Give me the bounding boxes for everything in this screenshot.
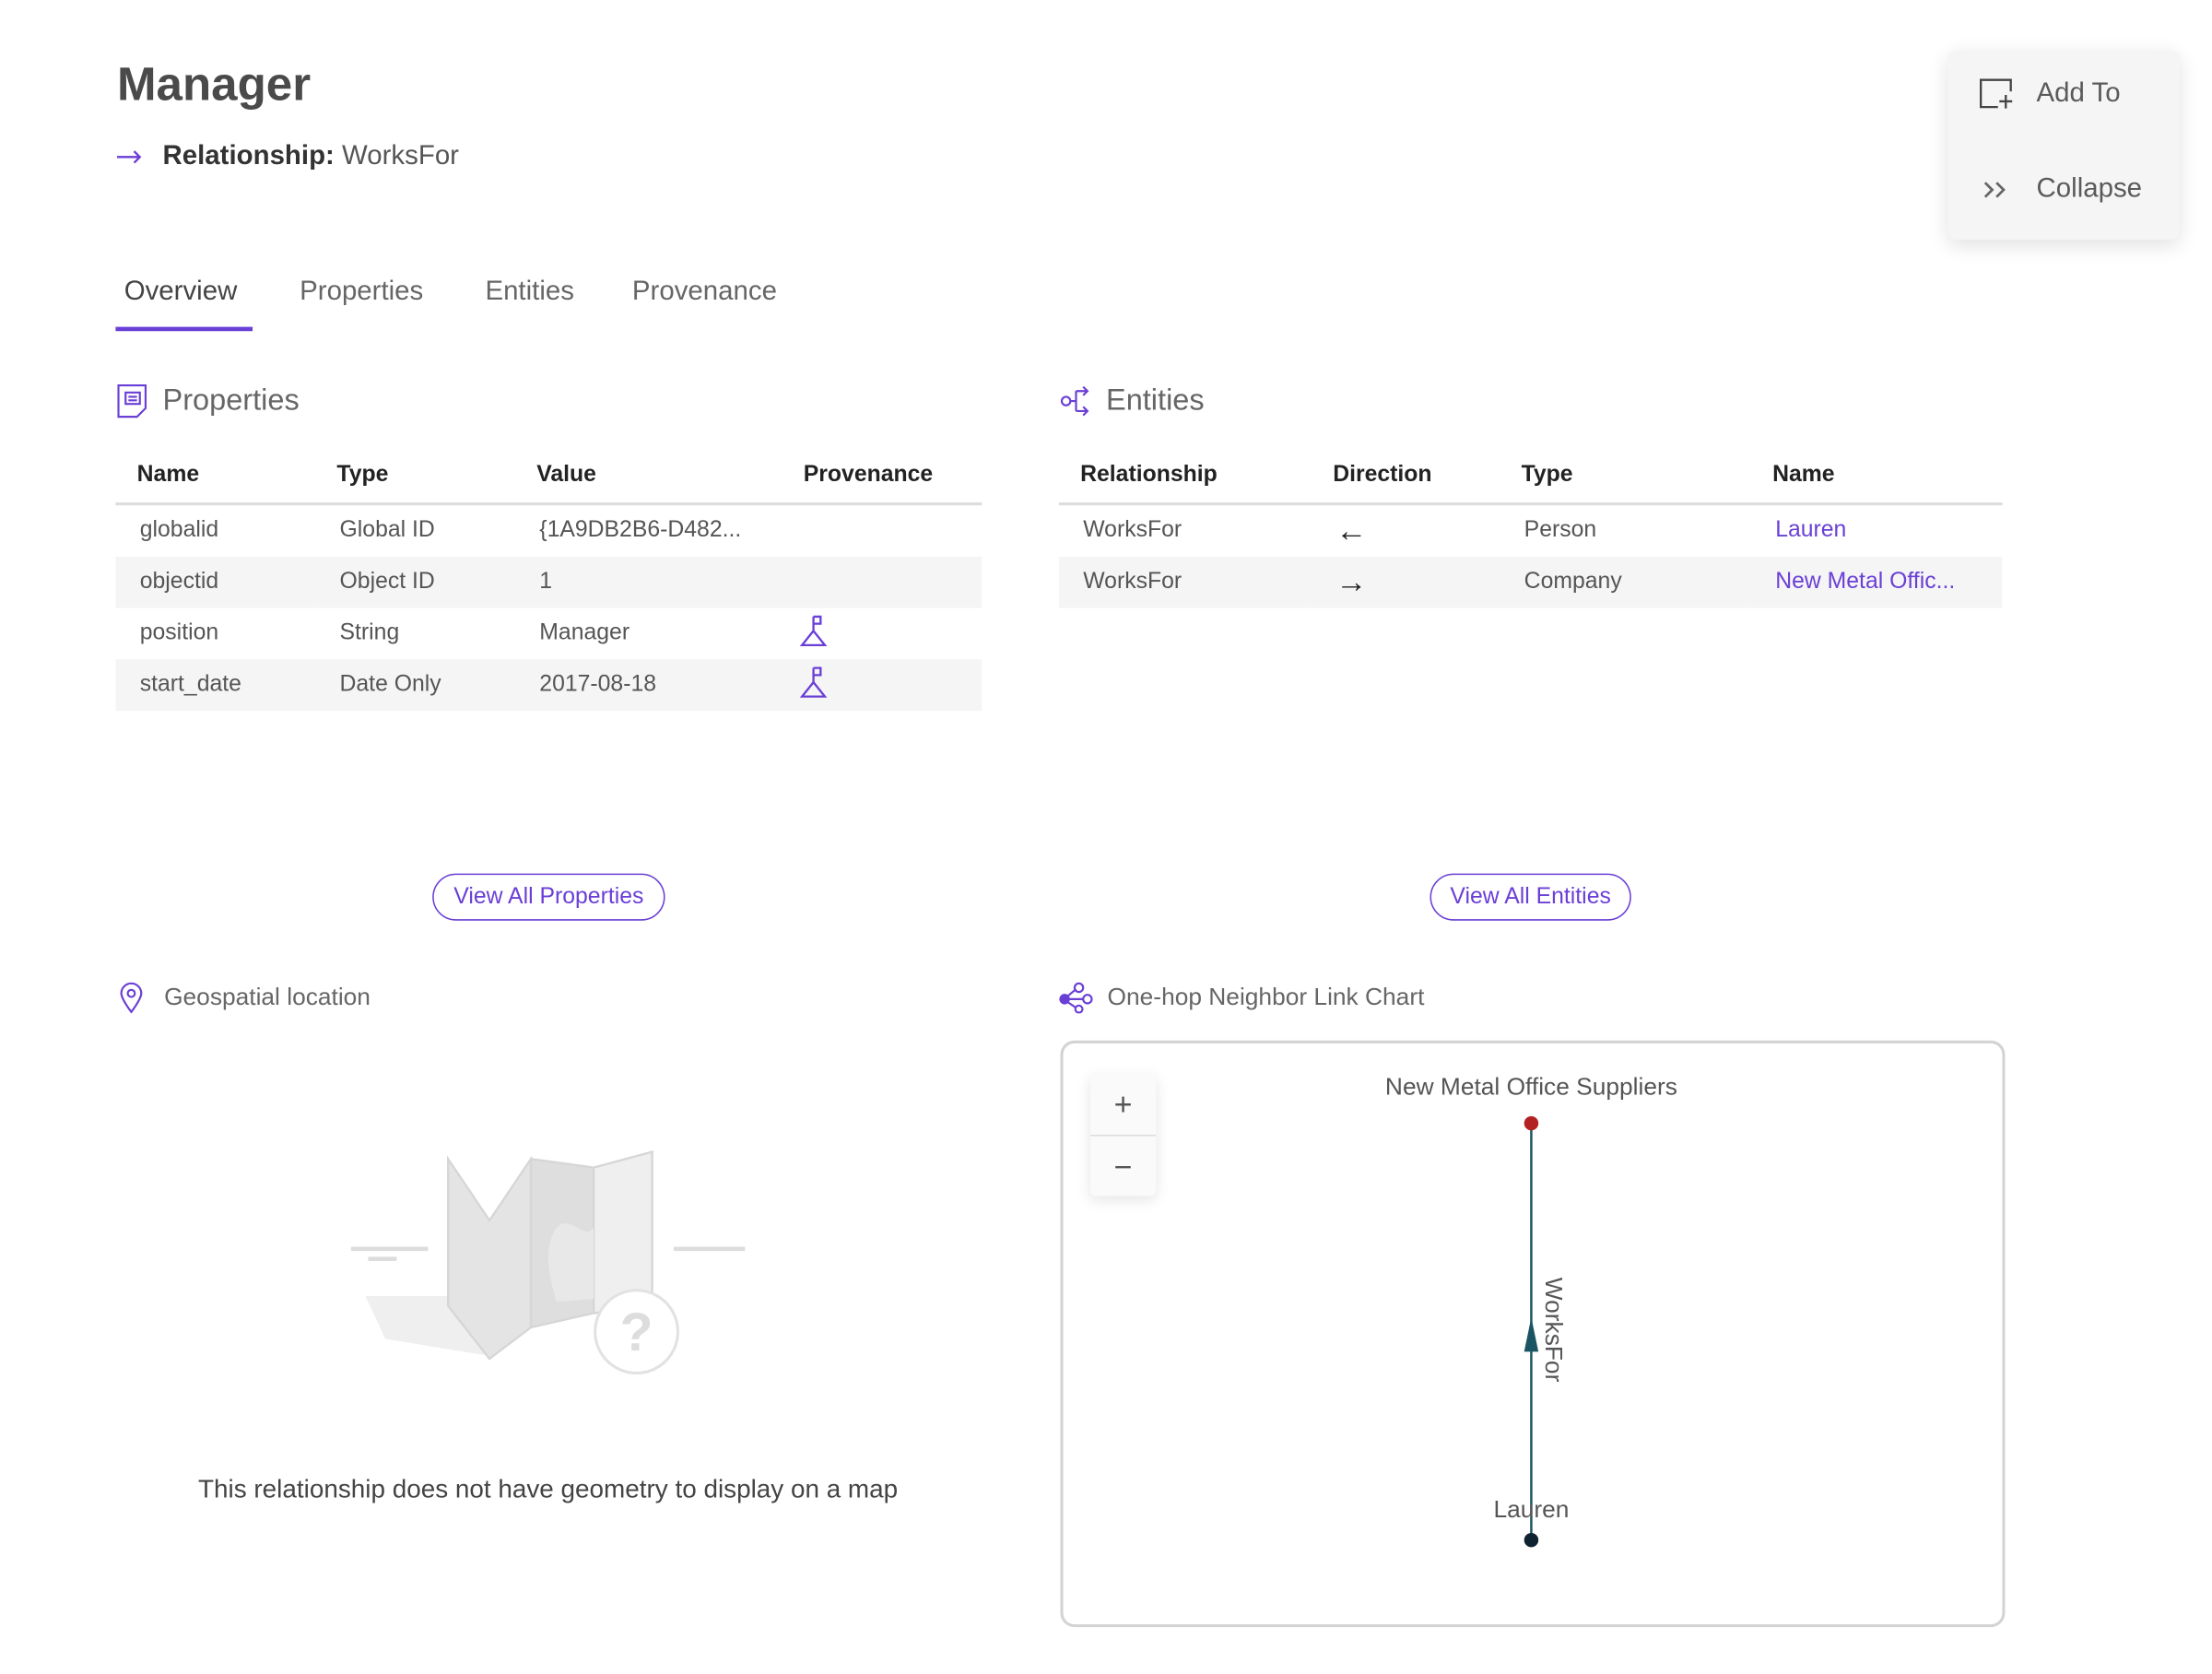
add-to-icon bbox=[1980, 78, 2013, 109]
property-provenance bbox=[782, 556, 982, 608]
property-provenance bbox=[782, 608, 982, 660]
entity-name-link[interactable]: Lauren bbox=[1775, 518, 1847, 543]
property-name: start_date bbox=[115, 659, 316, 712]
properties-icon bbox=[117, 383, 147, 418]
property-row: start_date Date Only 2017-08-18 bbox=[115, 659, 982, 712]
actions-panel: Add To Collapse bbox=[1947, 50, 2180, 241]
add-to-label: Add To bbox=[2036, 78, 2121, 109]
entity-row: WorksFor ← Person Lauren bbox=[1059, 504, 2002, 557]
entities-table: Relationship Direction Type Name WorksFo… bbox=[1058, 448, 2003, 608]
col-type: Type bbox=[315, 448, 515, 506]
collapse-button[interactable]: Collapse bbox=[1980, 174, 2142, 206]
property-type: Date Only bbox=[315, 659, 515, 712]
view-all-properties-button[interactable]: View All Properties bbox=[432, 873, 665, 921]
entity-name: Lauren bbox=[1751, 504, 2003, 557]
property-name: position bbox=[139, 620, 219, 645]
entity-name: New Metal Offic... bbox=[1750, 556, 2003, 608]
entities-title: Entities bbox=[1106, 383, 1205, 418]
entity-row: WorksFor → Company New Metal Offic... bbox=[1058, 556, 2003, 608]
geospatial-title: Geospatial location bbox=[164, 983, 371, 1011]
tab-overview[interactable]: Overview bbox=[124, 277, 238, 307]
properties-section-header: Properties bbox=[117, 384, 300, 418]
svg-text:?: ? bbox=[620, 1303, 653, 1362]
link-chart-title: One-hop Neighbor Link Chart bbox=[1107, 983, 1425, 1011]
property-provenance bbox=[782, 659, 982, 712]
link-chart-section-header: One-hop Neighbor Link Chart bbox=[1059, 982, 1425, 1014]
property-value: 2017-08-18 bbox=[514, 659, 782, 712]
zoom-in-button[interactable]: + bbox=[1089, 1073, 1157, 1137]
col-provenance: Provenance bbox=[782, 448, 982, 506]
property-row: position String Manager bbox=[115, 608, 982, 660]
map-pin-icon bbox=[120, 982, 143, 1014]
relationship-value: WorksFor bbox=[342, 141, 459, 171]
property-row: objectid Object ID 1 bbox=[115, 556, 982, 608]
property-value: 1 bbox=[514, 556, 782, 608]
node-label-top: New Metal Office Suppliers bbox=[1384, 1073, 1677, 1101]
col-name: Name bbox=[115, 448, 316, 506]
entities-section-header: Entities bbox=[1060, 383, 1205, 418]
empty-map-illustration: ? bbox=[350, 1150, 746, 1375]
properties-title: Properties bbox=[162, 383, 300, 418]
active-tab-indicator bbox=[115, 326, 253, 332]
tab-provenance[interactable]: Provenance bbox=[631, 277, 777, 307]
entity-direction: ← bbox=[1335, 512, 1368, 548]
entity-name-link[interactable]: New Metal Offic... bbox=[1775, 569, 1956, 595]
entity-relationship: WorksFor bbox=[1058, 556, 1312, 608]
arrow-right-icon bbox=[116, 150, 142, 164]
link-chart-graph: WorksFor bbox=[1524, 1115, 1568, 1548]
property-row: globalid Global ID {1A9DB2B6-D482... bbox=[115, 504, 982, 557]
zoom-out-button[interactable]: − bbox=[1113, 1148, 1133, 1185]
entities-icon bbox=[1060, 385, 1089, 417]
node-label-bottom: Lauren bbox=[1493, 1495, 1570, 1524]
node-new-metal-office-suppliers[interactable] bbox=[1524, 1115, 1539, 1131]
entity-type: Person bbox=[1524, 518, 1597, 543]
col-value: Value bbox=[514, 448, 782, 506]
entity-type: Company bbox=[1500, 556, 1751, 608]
properties-table: Name Type Value Provenance globalid Glob… bbox=[115, 448, 982, 712]
property-value: Manager bbox=[539, 620, 630, 645]
entity-direction: → bbox=[1311, 556, 1500, 608]
property-type: Global ID bbox=[339, 518, 435, 543]
relationship-label: Relationship: bbox=[162, 141, 335, 171]
edge-arrowhead bbox=[1524, 1317, 1539, 1352]
property-name: objectid bbox=[115, 556, 316, 608]
relationship-subtitle: Relationship: WorksFor bbox=[116, 141, 459, 172]
node-lauren[interactable] bbox=[1524, 1532, 1539, 1548]
link-chart-canvas[interactable] bbox=[1060, 1040, 2006, 1628]
add-to-button[interactable]: Add To bbox=[1980, 78, 2121, 110]
col-type: Type bbox=[1500, 448, 1751, 506]
property-name: globalid bbox=[139, 518, 219, 543]
geospatial-section-header: Geospatial location bbox=[120, 982, 371, 1014]
property-provenance bbox=[782, 504, 982, 557]
collapse-label: Collapse bbox=[2036, 173, 2143, 205]
entity-relationship: WorksFor bbox=[1083, 518, 1182, 543]
link-chart-icon bbox=[1059, 982, 1093, 1014]
provenance-icon[interactable] bbox=[799, 665, 828, 699]
property-value: {1A9DB2B6-D482... bbox=[539, 518, 742, 543]
provenance-icon[interactable] bbox=[799, 613, 828, 647]
property-type: String bbox=[339, 620, 400, 645]
col-relationship: Relationship bbox=[1058, 448, 1312, 506]
property-type: Object ID bbox=[315, 556, 515, 608]
page-title: Manager bbox=[116, 56, 312, 111]
edge-label: WorksFor bbox=[1540, 1278, 1568, 1383]
tab-properties[interactable]: Properties bbox=[300, 277, 424, 307]
zoom-control: + − bbox=[1089, 1073, 1157, 1197]
col-direction: Direction bbox=[1311, 448, 1500, 506]
no-geometry-message: This relationship does not have geometry… bbox=[198, 1474, 899, 1503]
col-name: Name bbox=[1750, 448, 2003, 506]
tab-entities[interactable]: Entities bbox=[485, 277, 574, 307]
view-all-entities-button[interactable]: View All Entities bbox=[1430, 873, 1631, 921]
chevrons-right-icon bbox=[1983, 182, 2006, 198]
